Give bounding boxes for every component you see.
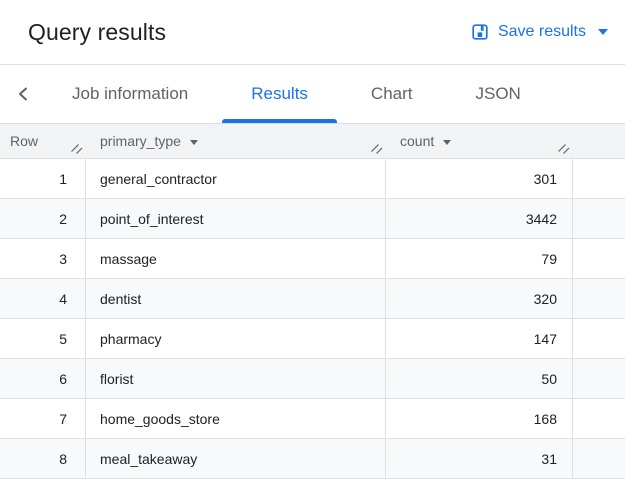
column-header-row: Row [0, 124, 86, 158]
table-row: 3 massage 79 [0, 239, 625, 279]
row-number-cell: 6 [0, 359, 86, 398]
save-icon [471, 23, 489, 41]
column-header-count[interactable]: count [386, 124, 573, 158]
primary-type-cell: meal_takeaway [86, 439, 386, 478]
resize-handle-icon[interactable] [370, 142, 384, 156]
filler-cell [573, 199, 625, 238]
primary-type-cell: dentist [86, 279, 386, 318]
primary-type-cell: massage [86, 239, 386, 278]
table-row: 2 point_of_interest 3442 [0, 199, 625, 239]
filler-cell [573, 399, 625, 438]
table-row: 5 pharmacy 147 [0, 319, 625, 359]
row-number-cell: 5 [0, 319, 86, 358]
filler-cell [573, 439, 625, 478]
row-number-cell: 8 [0, 439, 86, 478]
row-number-cell: 1 [0, 159, 86, 198]
primary-type-cell: general_contractor [86, 159, 386, 198]
count-cell: 147 [386, 319, 573, 358]
primary-type-cell: point_of_interest [86, 199, 386, 238]
filler-cell [573, 279, 625, 318]
tab-scroll-left-button[interactable] [10, 65, 38, 123]
results-header: Query results Save results [0, 0, 625, 65]
row-number-cell: 3 [0, 239, 86, 278]
count-cell: 168 [386, 399, 573, 438]
chevron-left-icon [19, 87, 27, 101]
filler-cell [573, 159, 625, 198]
filler-cell [573, 239, 625, 278]
page-title: Query results [28, 18, 167, 45]
tab-bar: Job information Results Chart JSON [0, 65, 625, 124]
table-row: 1 general_contractor 301 [0, 159, 625, 199]
resize-handle-icon[interactable] [557, 142, 571, 156]
filler-cell [573, 319, 625, 358]
table-body: 1 general_contractor 301 2 point_of_interest… [0, 159, 625, 479]
save-results-button[interactable]: Save results [467, 17, 612, 47]
tab-json[interactable]: JSON [475, 84, 521, 103]
column-header-primary-type-label: primary_type [100, 133, 181, 149]
table-row: 4 dentist 320 [0, 279, 625, 319]
count-cell: 79 [386, 239, 573, 278]
column-header-filler [573, 124, 625, 158]
table-header: Row primary_type count [0, 124, 625, 159]
filler-cell [573, 359, 625, 398]
save-results-label: Save results [497, 23, 586, 40]
count-cell: 301 [386, 159, 573, 198]
count-cell: 31 [386, 439, 573, 478]
row-number-cell: 4 [0, 279, 86, 318]
primary-type-cell: home_goods_store [86, 399, 386, 438]
column-header-count-label: count [400, 133, 435, 149]
count-cell: 320 [386, 279, 573, 318]
table-row: 8 meal_takeaway 31 [0, 439, 625, 479]
count-cell: 50 [386, 359, 573, 398]
caret-down-icon [443, 139, 452, 145]
primary-type-cell: florist [86, 359, 386, 398]
primary-type-cell: pharmacy [86, 319, 386, 358]
tab-results[interactable]: Results [222, 65, 337, 123]
count-cell: 3442 [386, 199, 573, 238]
resize-handle-icon[interactable] [70, 142, 84, 156]
table-row: 7 home_goods_store 168 [0, 399, 625, 439]
tab-chart[interactable]: Chart [370, 84, 413, 103]
caret-down-icon [598, 29, 608, 35]
column-header-primary-type[interactable]: primary_type [86, 124, 386, 158]
row-number-cell: 2 [0, 199, 86, 238]
caret-down-icon [189, 139, 198, 145]
tab-job-information[interactable]: Job information [72, 84, 189, 103]
column-header-row-label: Row [10, 133, 39, 149]
table-row: 6 florist 50 [0, 359, 625, 399]
row-number-cell: 7 [0, 399, 86, 438]
